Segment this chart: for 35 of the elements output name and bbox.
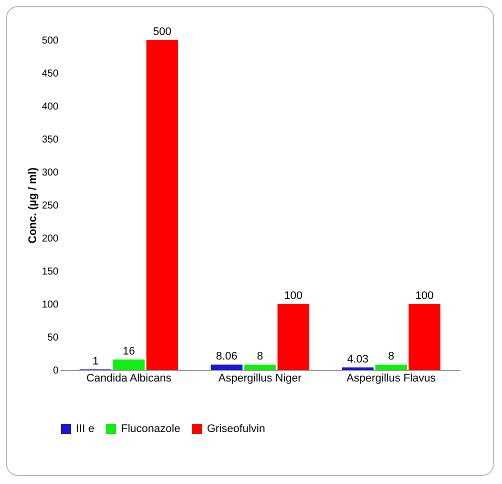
y-tick-label: 250 <box>42 200 59 212</box>
bar <box>375 364 407 370</box>
data-label: 16 <box>122 345 135 358</box>
legend-label: Griseofulvin <box>207 423 266 435</box>
y-tick-label: 0 <box>52 366 59 376</box>
y-tick-label: 350 <box>42 134 59 146</box>
bar <box>146 40 178 370</box>
bar <box>244 364 276 370</box>
y-tick-label: 500 <box>42 36 59 46</box>
y-axis-title: Conc. (µg / ml) <box>26 167 39 244</box>
data-label: 100 <box>415 290 434 302</box>
data-label: 8 <box>388 350 394 363</box>
data-label: 1 <box>92 355 99 368</box>
y-tick-label: 450 <box>42 68 59 80</box>
bar <box>408 304 440 370</box>
y-tick-label: 200 <box>42 234 59 244</box>
legend-label: Fluconazole <box>121 423 180 435</box>
legend-label: III e <box>76 423 94 435</box>
bar <box>278 304 310 370</box>
data-label: 500 <box>153 26 172 38</box>
y-tick-label: 150 <box>42 266 59 278</box>
data-label: 4.03 <box>347 353 369 366</box>
y-tick-label: 300 <box>42 168 59 178</box>
x-tick-label: Aspergillus Flavus <box>346 372 436 384</box>
x-tick-label: Aspergillus Niger <box>218 372 302 384</box>
y-tick-label: 400 <box>42 102 59 112</box>
x-tick-label: Candida Albicans <box>86 372 172 384</box>
bar <box>342 367 374 370</box>
data-label: 8 <box>256 350 264 363</box>
data-label: 100 <box>284 290 303 302</box>
y-tick-label: 50 <box>47 332 59 344</box>
data-label: 8.06 <box>216 350 238 363</box>
bar <box>210 364 242 370</box>
bar <box>113 359 145 370</box>
y-tick-label: 100 <box>42 300 59 310</box>
